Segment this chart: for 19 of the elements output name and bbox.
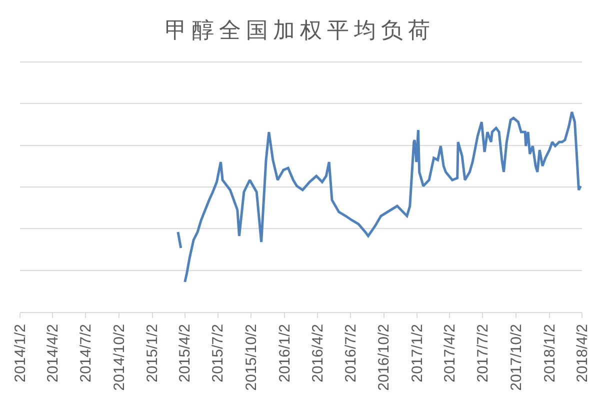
x-tick-label: 2014/7/2	[77, 324, 94, 382]
x-tick-label: 2014/1/2	[12, 324, 29, 382]
x-tick-label: 2015/10/2	[243, 324, 260, 391]
x-tick-label: 2014/4/2	[44, 324, 62, 382]
x-tick-label: 2016/10/2	[376, 324, 393, 391]
x-tick-label: 2015/1/2	[144, 324, 162, 382]
x-tick-label: 2016/1/2	[276, 324, 294, 382]
x-tick-label: 2014/10/2	[110, 324, 128, 391]
chart-title: 甲醇全国加权平均负荷	[165, 18, 435, 43]
x-tick-label: 2016/4/2	[309, 324, 326, 382]
x-tick-label: 2017/7/2	[474, 324, 492, 382]
x-tick-label: 2016/7/2	[342, 324, 360, 382]
x-tick-label: 2017/4/2	[442, 324, 459, 382]
x-tick-label: 2015/4/2	[176, 324, 194, 382]
x-tick-label: 2018/4/2	[574, 324, 591, 382]
x-tick-label: 2017/1/2	[409, 324, 426, 382]
x-tick-label: 2018/1/2	[541, 324, 558, 382]
x-tick-label: 2015/7/2	[210, 324, 227, 382]
x-tick-label: 2017/10/2	[508, 324, 525, 391]
